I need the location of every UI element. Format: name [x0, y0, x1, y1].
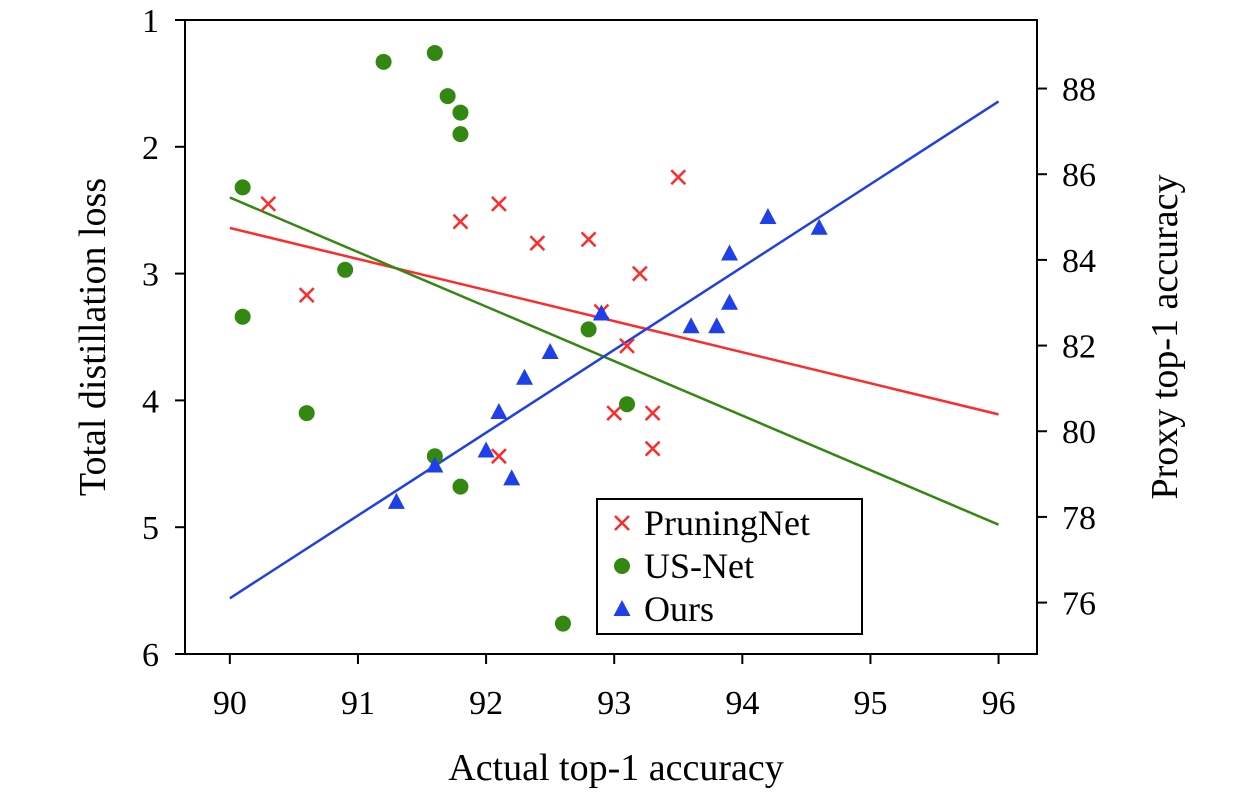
x-axis-ticks: 90 91 92 93 94 95 96	[213, 654, 1016, 722]
legend-marker-ours	[613, 600, 631, 616]
pruningnet-point	[670, 169, 687, 186]
us-net-point	[375, 53, 392, 70]
data-markers	[234, 44, 828, 632]
ours-point	[708, 317, 726, 334]
left-y-tick-label: 5	[142, 510, 159, 547]
left-y-axis-label: Total distillation loss	[72, 178, 114, 496]
pruningnet-point	[491, 448, 507, 465]
legend-label-ours: Ours	[644, 589, 714, 629]
pruningnet-point	[452, 213, 469, 230]
us-net-point	[426, 448, 443, 465]
us-net-point	[452, 126, 469, 143]
ours-point	[810, 218, 828, 235]
us-net-point	[439, 88, 456, 105]
x-tick-label: 96	[982, 685, 1016, 722]
pruningnet-point	[580, 231, 597, 248]
ours-fit-line	[229, 100, 1000, 600]
pruningnet-point	[529, 235, 546, 252]
ours-point	[426, 456, 444, 473]
x-tick-label: 92	[469, 685, 503, 722]
ours-point	[759, 208, 777, 225]
left-y-tick-label: 2	[142, 130, 159, 167]
ours-point	[387, 492, 405, 509]
pruningnet-fit-line	[229, 226, 999, 416]
pruningnet-point	[644, 440, 661, 457]
right-y-tick-label: 88	[1062, 72, 1096, 109]
left-y-tick-label: 6	[142, 637, 159, 674]
us-net-point	[580, 321, 597, 338]
x-axis-label: Actual top-1 accuracy	[448, 747, 784, 789]
ours-point	[541, 342, 559, 359]
us-net-point	[337, 261, 354, 278]
ours-point	[721, 293, 739, 310]
ours-point	[477, 441, 495, 458]
legend-label-pruningnet: PruningNet	[644, 503, 810, 543]
left-y-axis-ticks: 1 2 3 4 5 6	[142, 3, 185, 674]
right-y-tick-label: 76	[1062, 586, 1096, 623]
legend-marker-us-net	[614, 558, 630, 574]
plot-frame	[184, 19, 1038, 655]
right-y-axis-label: Proxy top-1 accuracy	[1144, 175, 1186, 500]
pruningnet-point	[298, 287, 315, 304]
ours-point	[721, 244, 739, 261]
right-y-tick-label: 84	[1062, 243, 1096, 280]
x-tick-label: 95	[853, 685, 887, 722]
ours-point	[503, 469, 521, 486]
x-tick-label: 94	[725, 685, 759, 722]
right-y-axis-ticks: 76 78 80 82 84 86 88	[1037, 72, 1096, 623]
pruningnet-point	[644, 405, 661, 421]
right-y-tick-label: 80	[1062, 414, 1096, 451]
us-net-point	[619, 396, 636, 413]
us-net-point	[298, 405, 315, 422]
right-y-tick-label: 86	[1062, 157, 1096, 194]
pruningnet-point	[491, 195, 507, 212]
us-net-point	[234, 308, 251, 325]
us-net-fit-line	[229, 196, 1000, 526]
right-y-tick-label: 78	[1062, 500, 1096, 537]
pruningnet-point	[631, 265, 648, 282]
ours-point	[516, 368, 534, 385]
legend-label-us-net: US-Net	[644, 546, 754, 586]
x-tick-label: 93	[597, 685, 631, 722]
legend-marker-pruningnet	[614, 515, 630, 531]
pruningnet-point	[606, 405, 623, 421]
us-net-point	[554, 615, 571, 632]
left-y-tick-label: 4	[142, 383, 159, 420]
us-net-point	[234, 179, 251, 196]
ours-point	[592, 304, 610, 321]
us-net-point	[452, 478, 469, 495]
right-y-tick-label: 82	[1062, 329, 1096, 366]
x-tick-label: 90	[213, 685, 247, 722]
us-net-point	[426, 44, 443, 61]
left-y-tick-label: 1	[142, 3, 159, 40]
legend-box	[596, 498, 863, 635]
us-net-point	[452, 104, 469, 121]
x-tick-label: 91	[341, 685, 375, 722]
pruningnet-point	[260, 195, 277, 212]
fit-lines	[229, 100, 1000, 600]
left-y-tick-label: 3	[142, 257, 159, 294]
ours-point	[490, 402, 508, 419]
pruningnet-point	[619, 337, 635, 354]
ours-point	[682, 317, 700, 334]
